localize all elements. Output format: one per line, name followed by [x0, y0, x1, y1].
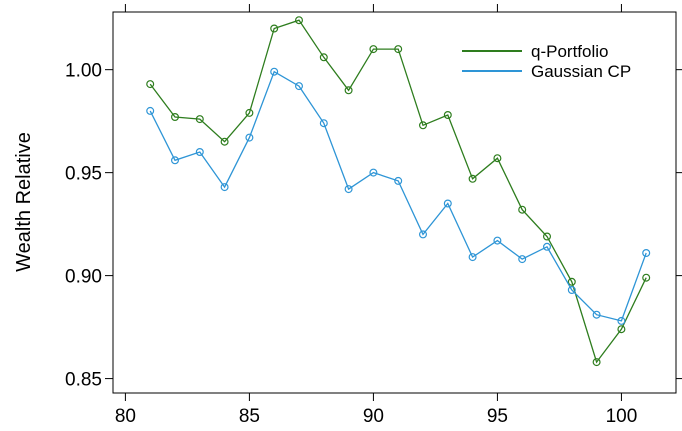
plot-frame [112, 11, 677, 394]
data-point [369, 45, 378, 54]
data-point [245, 133, 254, 142]
series-2 [146, 67, 651, 325]
data-point [295, 16, 304, 25]
y-tick-label: 1.00 [65, 61, 102, 82]
data-point [642, 273, 651, 282]
data-point [220, 137, 229, 146]
data-point [493, 154, 502, 163]
data-point [592, 358, 601, 367]
x-tick-label: 85 [239, 406, 260, 427]
data-point [394, 45, 403, 54]
series-line [149, 19, 647, 364]
data-point [195, 115, 204, 124]
data-point [295, 82, 304, 91]
data-point [419, 230, 428, 239]
data-point [220, 183, 229, 192]
data-point [270, 24, 279, 33]
data-point [146, 106, 155, 115]
x-tick-label: 100 [606, 406, 638, 427]
y-axis-title: Wealth Relative [13, 132, 35, 272]
y-tick-label: 0.90 [65, 267, 102, 288]
data-point [567, 277, 576, 286]
x-tick-label: 90 [363, 406, 384, 427]
data-point [592, 310, 601, 319]
data-point [518, 255, 527, 264]
data-point [319, 119, 328, 128]
data-point [270, 67, 279, 76]
data-point [369, 168, 378, 177]
series-line [149, 70, 647, 322]
data-point [518, 205, 527, 214]
data-point [245, 108, 254, 117]
data-point [195, 148, 204, 157]
data-point [617, 316, 626, 325]
x-tick-label: 80 [115, 406, 136, 427]
data-point [493, 236, 502, 245]
data-point [468, 253, 477, 262]
series-1 [146, 16, 651, 367]
y-axis-ticks: 0.85 0.90 0.95 1.00 [65, 61, 682, 391]
data-point [146, 80, 155, 89]
data-point [394, 176, 403, 185]
data-point [344, 86, 353, 95]
data-point [468, 174, 477, 183]
data-point [419, 121, 428, 130]
x-tick-label: 95 [487, 406, 508, 427]
data-point [542, 242, 551, 251]
data-point [171, 112, 180, 121]
data-point [344, 185, 353, 194]
y-tick-label: 0.95 [65, 164, 102, 185]
data-point [443, 110, 452, 119]
data-point [617, 325, 626, 334]
data-point [171, 156, 180, 165]
series-layer [146, 16, 651, 367]
x-axis-ticks: 80 85 90 95 100 [115, 4, 637, 427]
data-point [567, 286, 576, 295]
legend-label: q-Portfolio [531, 42, 608, 61]
data-point [443, 199, 452, 208]
legend-label: Gaussian CP [531, 62, 631, 81]
data-point [642, 249, 651, 258]
data-point [542, 232, 551, 241]
data-point [319, 53, 328, 62]
y-tick-label: 0.85 [65, 370, 102, 391]
